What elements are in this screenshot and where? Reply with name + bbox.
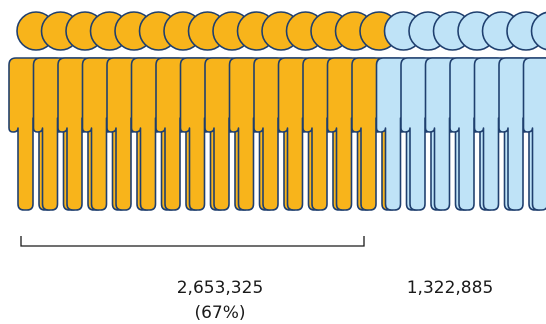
value-label-group-a: 2,653,325 xyxy=(176,278,264,298)
percent-label-group-a: (67%) xyxy=(194,303,246,323)
group-a-bracket xyxy=(20,236,365,247)
person-body xyxy=(522,57,546,211)
value-label-group-b: 1,322,885 xyxy=(406,278,494,298)
person-head xyxy=(530,11,546,51)
person-icon xyxy=(522,11,546,211)
